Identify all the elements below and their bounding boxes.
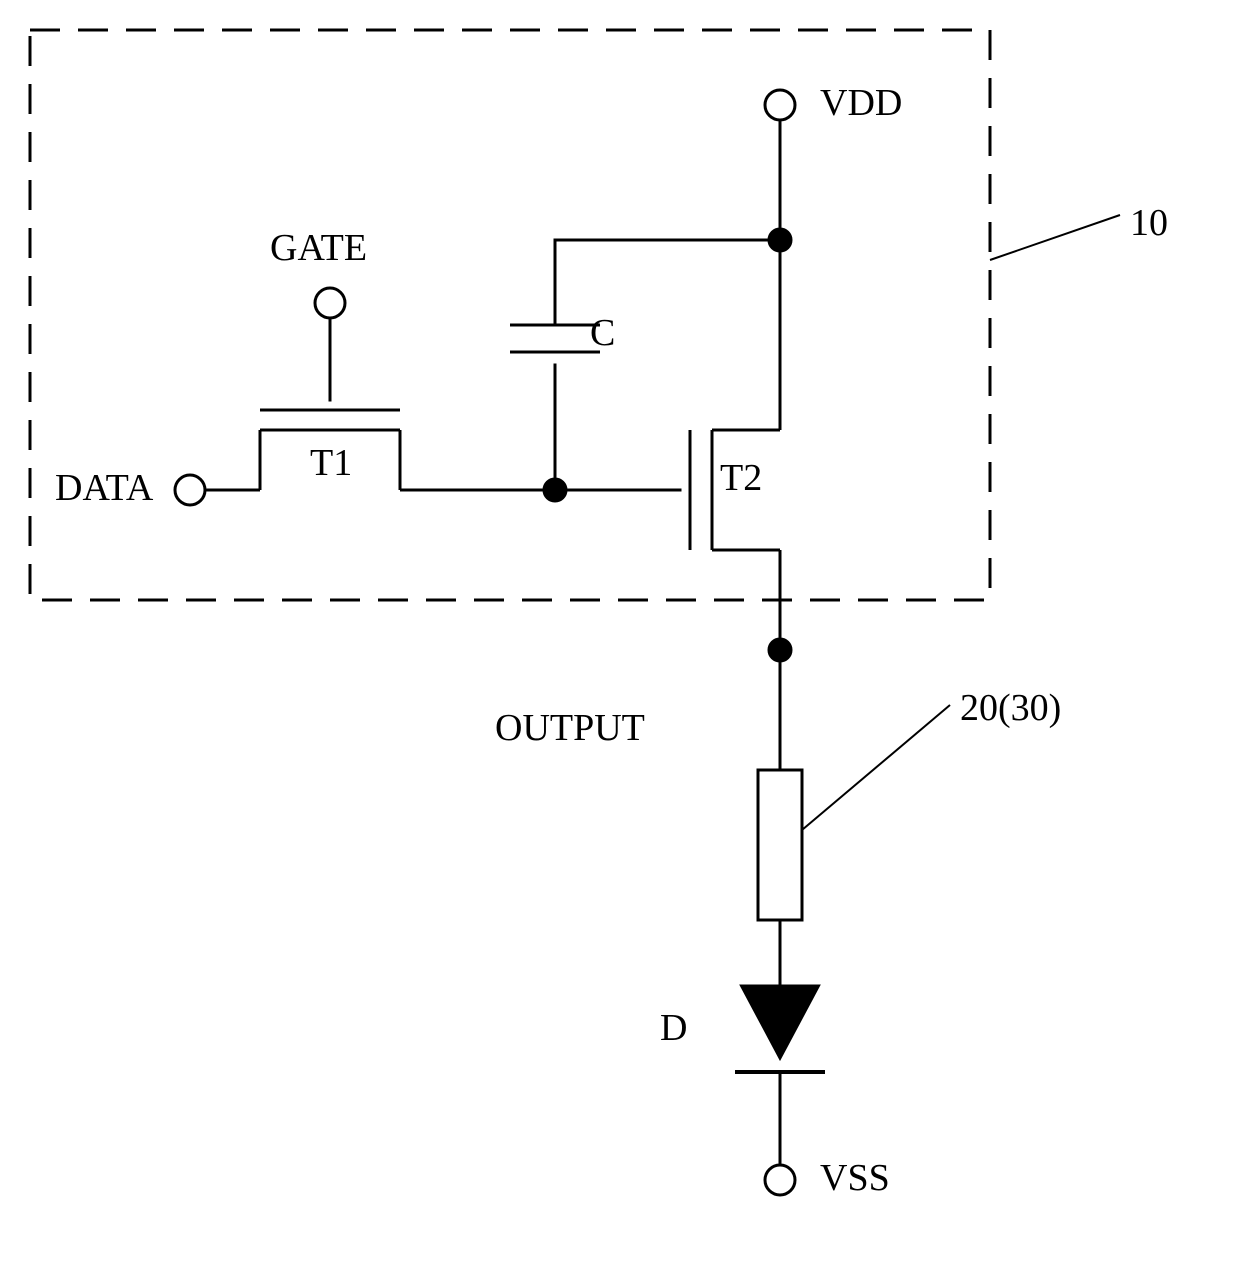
label-gate: GATE bbox=[270, 227, 367, 269]
label-vdd: VDD bbox=[820, 82, 902, 124]
terminal-vss bbox=[765, 1165, 795, 1195]
label-d: D bbox=[660, 1007, 687, 1049]
label-ref10: 10 bbox=[1130, 202, 1168, 244]
node-t1_out bbox=[543, 478, 567, 502]
leader-ref10 bbox=[990, 215, 1120, 260]
label-data: DATA bbox=[55, 467, 154, 509]
label-vss: VSS bbox=[820, 1157, 890, 1199]
node-out_node bbox=[768, 638, 792, 662]
storage-capacitor bbox=[510, 310, 600, 352]
load-element bbox=[758, 770, 802, 920]
junction-to-cap bbox=[555, 240, 780, 310]
node-vdd_tap bbox=[768, 228, 792, 252]
terminal-gate bbox=[315, 288, 345, 318]
label-ref20: 20(30) bbox=[960, 687, 1061, 729]
leader-ref20 bbox=[802, 705, 950, 830]
label-c: C bbox=[590, 312, 615, 354]
diode-d bbox=[735, 985, 825, 1072]
terminal-data bbox=[175, 475, 205, 505]
label-output: OUTPUT bbox=[495, 707, 645, 749]
terminal-vdd bbox=[765, 90, 795, 120]
label-t2: T2 bbox=[720, 457, 762, 499]
label-t1: T1 bbox=[310, 442, 352, 484]
